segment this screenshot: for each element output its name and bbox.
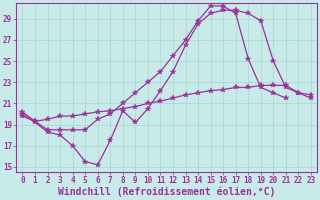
X-axis label: Windchill (Refroidissement éolien,°C): Windchill (Refroidissement éolien,°C) (58, 187, 276, 197)
